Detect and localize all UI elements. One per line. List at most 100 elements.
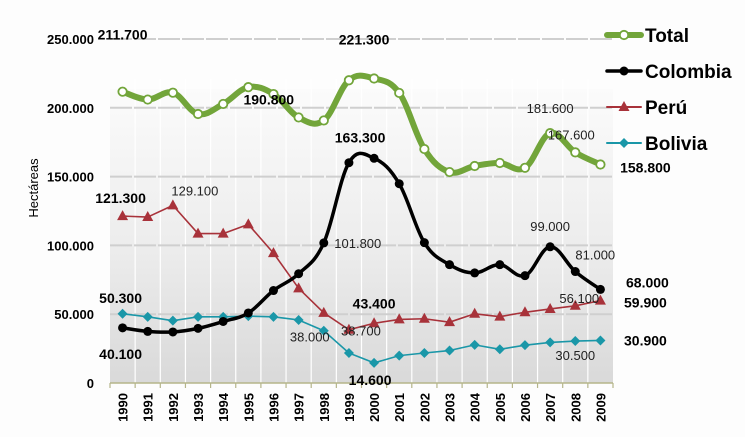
data-point: [117, 308, 128, 319]
y-tick-label: 100.000: [47, 238, 94, 253]
data-point: [418, 312, 430, 323]
legend: Total Colombia Perú Bolivia: [604, 26, 732, 155]
data-point: [167, 199, 179, 210]
data-point: [193, 311, 204, 322]
data-point: [168, 327, 178, 337]
series-line: [121, 204, 602, 331]
data-label: 99.000: [530, 219, 570, 234]
data-point: [344, 158, 354, 168]
data-point: [394, 87, 405, 99]
legend-label: Total: [645, 26, 689, 47]
data-point: [495, 260, 505, 270]
data-label: 121.300: [95, 190, 146, 206]
data-point: [343, 75, 355, 86]
data-point: [519, 162, 531, 173]
series-peru: [117, 199, 606, 334]
data-label: 38.000: [290, 330, 330, 345]
data-point: [595, 335, 606, 346]
data-point: [470, 268, 480, 278]
series-layer: [117, 72, 606, 368]
data-point: [394, 350, 405, 361]
y-tick-label: 250.000: [47, 32, 94, 47]
data-point: [293, 282, 305, 293]
data-point: [217, 227, 229, 238]
data-point: [368, 317, 380, 328]
data-point: [419, 238, 429, 248]
legend-marker: [618, 29, 630, 41]
data-point: [594, 294, 606, 305]
data-point: [494, 157, 505, 169]
data-point: [570, 267, 580, 277]
data-point: [142, 311, 153, 322]
data-point: [369, 357, 380, 368]
data-label: 163.300: [335, 129, 386, 145]
data-point: [419, 143, 430, 155]
data-label: 56.100: [559, 291, 599, 306]
y-tick-label: 0: [87, 376, 94, 391]
data-point: [595, 159, 606, 170]
x-tick-label: 2007: [543, 393, 558, 422]
data-point: [445, 260, 455, 270]
data-point: [393, 313, 405, 324]
x-tick-label: 1991: [141, 393, 156, 422]
x-axis: [109, 382, 614, 388]
data-point: [167, 315, 178, 326]
data-point: [343, 348, 354, 359]
data-point: [318, 115, 329, 126]
data-label: 50.300: [99, 290, 142, 306]
series-bolivia: [117, 308, 606, 368]
data-point: [243, 82, 254, 93]
y-tick-label: 200.000: [47, 101, 94, 116]
data-point: [192, 108, 204, 120]
data-label: 190.800: [243, 91, 294, 107]
data-point: [494, 310, 506, 321]
data-point: [394, 179, 404, 189]
data-point: [520, 271, 530, 281]
data-point: [570, 147, 581, 158]
data-point: [570, 336, 581, 347]
data-point: [192, 227, 204, 238]
data-label: 30.500: [555, 348, 595, 363]
data-label: 101.800: [334, 236, 381, 251]
data-point: [519, 306, 531, 317]
data-label: 40.100: [99, 346, 142, 362]
x-tick-label: 2004: [468, 392, 483, 422]
data-point: [143, 326, 153, 336]
x-tick-label: 2008: [568, 393, 583, 422]
data-point: [293, 314, 304, 325]
x-tick-label: 2002: [417, 393, 432, 422]
data-point: [444, 345, 455, 356]
data-point: [268, 286, 278, 296]
data-point: [268, 311, 279, 322]
data-point: [243, 308, 253, 318]
legend-label: Perú: [645, 98, 687, 119]
y-tick-label: 150.000: [47, 170, 94, 185]
x-tick-label: 1992: [166, 393, 181, 422]
series-total: [117, 72, 606, 178]
data-point: [117, 86, 128, 97]
data-point: [419, 348, 430, 359]
y-axis-label: Hectáreas: [26, 158, 41, 218]
legend-label: Bolivia: [645, 134, 708, 155]
data-label: 43.400: [353, 295, 396, 311]
x-tick-label: 2001: [392, 393, 407, 422]
data-label: 38.700: [341, 324, 381, 339]
x-tick-label: 2005: [493, 393, 508, 422]
data-point: [545, 128, 556, 139]
x-tick-label: 1996: [266, 393, 281, 422]
data-point: [519, 340, 530, 351]
data-point: [444, 166, 455, 178]
data-point: [167, 87, 178, 98]
x-tick-label: 1993: [191, 393, 206, 422]
legend-marker: [619, 66, 629, 76]
data-point: [218, 98, 229, 110]
data-point: [218, 316, 228, 326]
data-label: 158.800: [620, 159, 671, 175]
data-point: [545, 242, 555, 252]
data-point: [369, 153, 379, 163]
data-point: [545, 337, 556, 348]
x-tick-label: 2000: [367, 393, 382, 422]
data-point: [469, 339, 480, 350]
data-point: [494, 344, 505, 355]
data-point: [293, 112, 304, 123]
